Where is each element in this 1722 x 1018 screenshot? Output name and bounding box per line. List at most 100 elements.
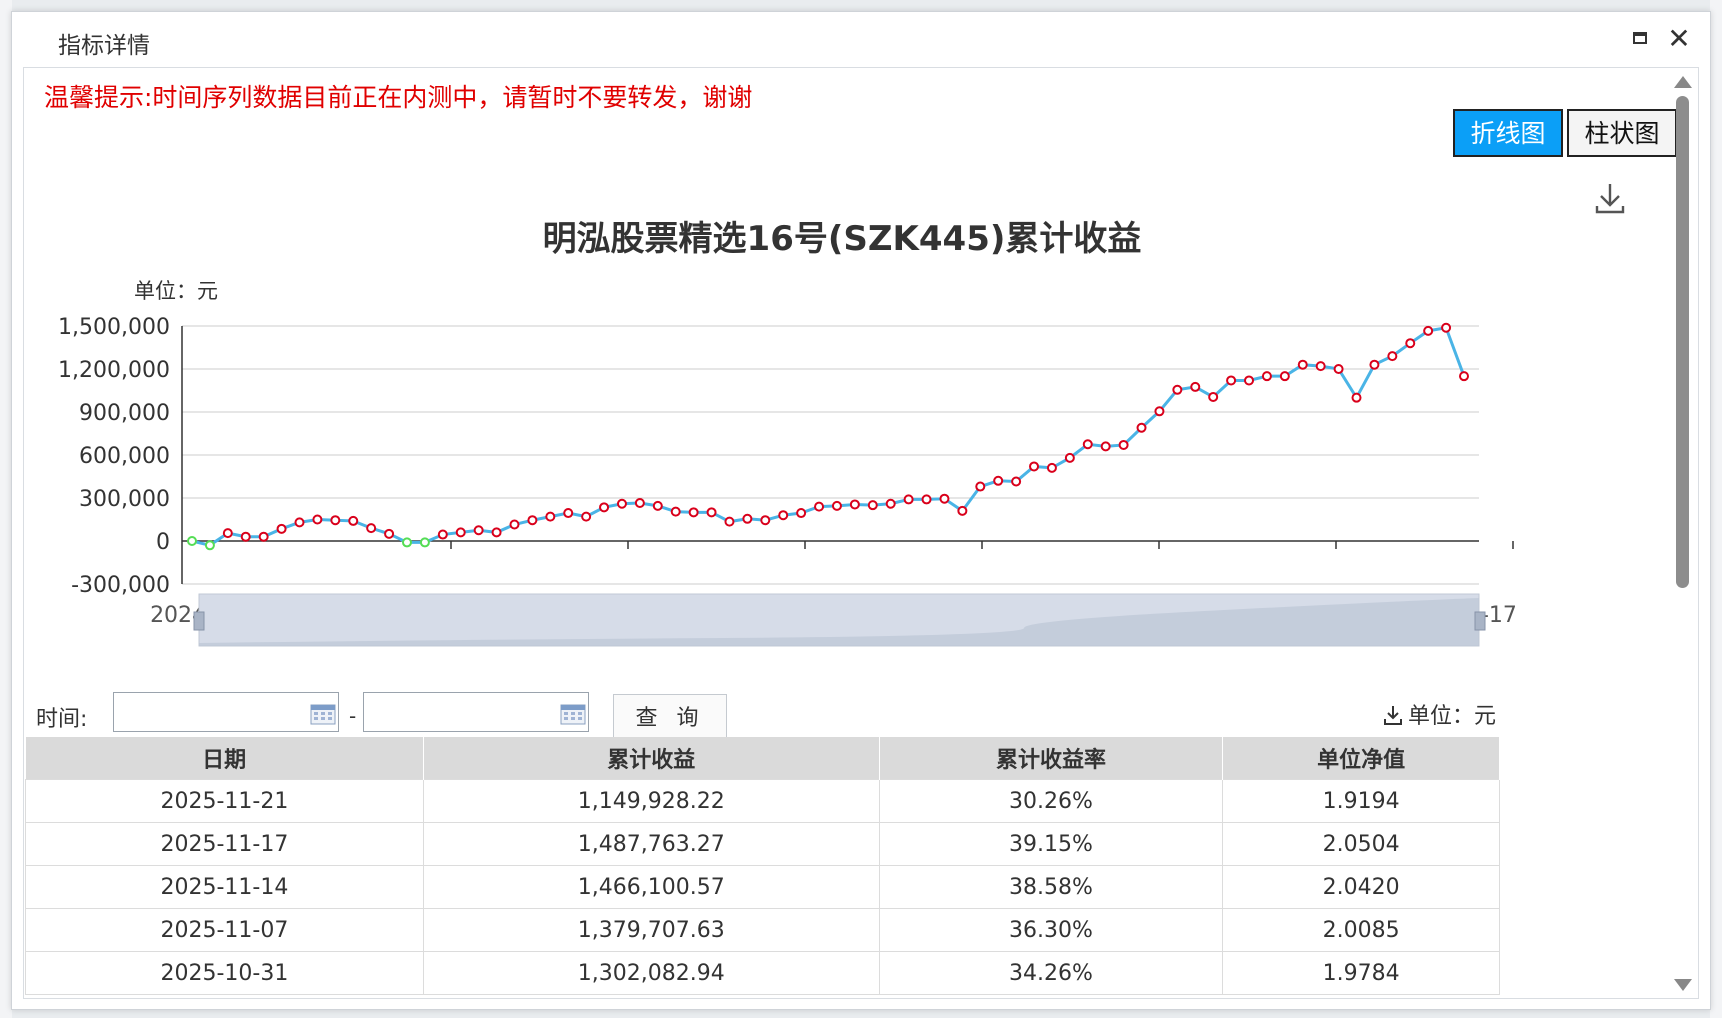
data-point[interactable] [831,500,842,511]
data-point[interactable] [294,517,305,528]
data-point[interactable] [1405,338,1416,349]
data-point[interactable] [1297,359,1308,370]
download-icon[interactable] [1590,178,1630,218]
data-point[interactable] [867,500,878,511]
bar-chart-button[interactable]: 柱状图 [1567,109,1677,157]
data-point[interactable] [473,525,484,536]
data-point[interactable] [1369,359,1380,370]
close-icon[interactable]: ✕ [1667,22,1691,55]
data-point[interactable] [670,506,681,517]
data-point[interactable] [1279,371,1290,382]
data-point[interactable] [939,493,950,504]
data-point[interactable] [1441,322,1452,333]
data-point[interactable] [1244,375,1255,386]
dialog-title: 指标详情 [58,33,150,59]
data-point[interactable] [187,536,197,546]
data-point[interactable] [1064,452,1075,463]
data-point[interactable] [778,510,789,521]
data-point[interactable] [1351,392,1362,403]
data-point[interactable] [455,527,466,538]
data-point[interactable] [1029,461,1040,472]
data-point[interactable] [204,540,215,551]
cell-date: 2025-11-07 [25,908,424,952]
data-point[interactable] [1315,361,1326,372]
data-point[interactable] [652,500,663,511]
data-point[interactable] [760,515,771,526]
maximize-icon[interactable] [1628,26,1654,52]
vertical-scrollbar[interactable] [1672,76,1692,991]
data-point[interactable] [724,516,735,527]
line-chart-button[interactable]: 折线图 [1453,109,1563,157]
data-point[interactable] [491,527,502,538]
dialog-title-bar[interactable]: 指标详情 ✕ [12,12,1710,67]
data-point[interactable] [1208,391,1219,402]
data-point[interactable] [1190,381,1201,392]
data-point[interactable] [885,498,896,509]
export-icon[interactable] [1382,704,1404,726]
data-point[interactable] [330,515,341,526]
data-point[interactable] [849,499,860,510]
data-point[interactable] [1136,422,1147,433]
data-point[interactable] [903,494,914,505]
data-point[interactable] [742,513,753,524]
cell-unit-nav: 2.0085 [1222,908,1500,952]
data-point[interactable] [599,502,610,513]
scroll-up-icon[interactable] [1674,76,1692,88]
data-point[interactable] [1172,384,1183,395]
data-point[interactable] [384,528,395,539]
start-date-input[interactable] [113,692,339,732]
background-left [0,0,12,1018]
data-point[interactable] [975,481,986,492]
data-point[interactable] [366,523,377,534]
data-point[interactable] [1046,462,1057,473]
data-point[interactable] [706,507,717,518]
data-point[interactable] [1261,371,1272,382]
data-point[interactable] [312,514,323,525]
scrollbar-thumb[interactable] [1676,96,1689,588]
data-point[interactable] [993,475,1004,486]
data-point[interactable] [258,531,269,542]
data-zoom-slider[interactable] [193,593,1486,647]
data-point[interactable] [1423,325,1434,336]
calendar-icon[interactable] [310,703,336,725]
data-point[interactable] [437,529,448,540]
calendar-icon[interactable] [560,703,586,725]
data-point[interactable] [401,537,412,548]
data-point[interactable] [563,508,574,519]
data-point[interactable] [1387,351,1398,362]
data-point[interactable] [581,511,592,522]
cell-cum-return-rate: 38.58% [878,865,1224,909]
data-point[interactable] [1333,364,1344,374]
zoom-handle-left[interactable] [193,611,205,631]
column-header-date[interactable]: 日期 [25,737,424,780]
data-point[interactable] [921,494,932,505]
data-point[interactable] [1082,439,1093,450]
data-point[interactable] [1154,406,1165,417]
column-header-unit-nav[interactable]: 单位净值 [1222,737,1500,780]
data-point[interactable] [527,515,538,526]
scroll-down-icon[interactable] [1674,979,1692,991]
data-point[interactable] [616,498,627,509]
data-point[interactable] [222,528,233,539]
data-point[interactable] [957,505,968,516]
data-point[interactable] [1118,439,1129,450]
data-point[interactable] [419,537,430,548]
data-point[interactable] [1100,441,1111,452]
zoom-handle-right[interactable] [1474,611,1486,631]
data-point[interactable] [1459,371,1469,382]
data-point[interactable] [276,523,287,534]
column-header-cum-return-rate[interactable]: 累计收益率 [879,737,1224,780]
data-point[interactable] [509,519,520,530]
end-date-input[interactable] [363,692,589,732]
data-point[interactable] [240,531,251,542]
data-point[interactable] [634,498,645,509]
column-header-cum-return[interactable]: 累计收益 [423,737,880,780]
data-point[interactable] [814,501,825,512]
data-point[interactable] [688,507,699,518]
data-point[interactable] [1011,476,1022,487]
query-button[interactable]: 查 询 [613,694,727,738]
data-point[interactable] [1226,375,1237,386]
data-point[interactable] [348,515,359,526]
data-point[interactable] [796,508,807,519]
data-point[interactable] [545,511,556,522]
